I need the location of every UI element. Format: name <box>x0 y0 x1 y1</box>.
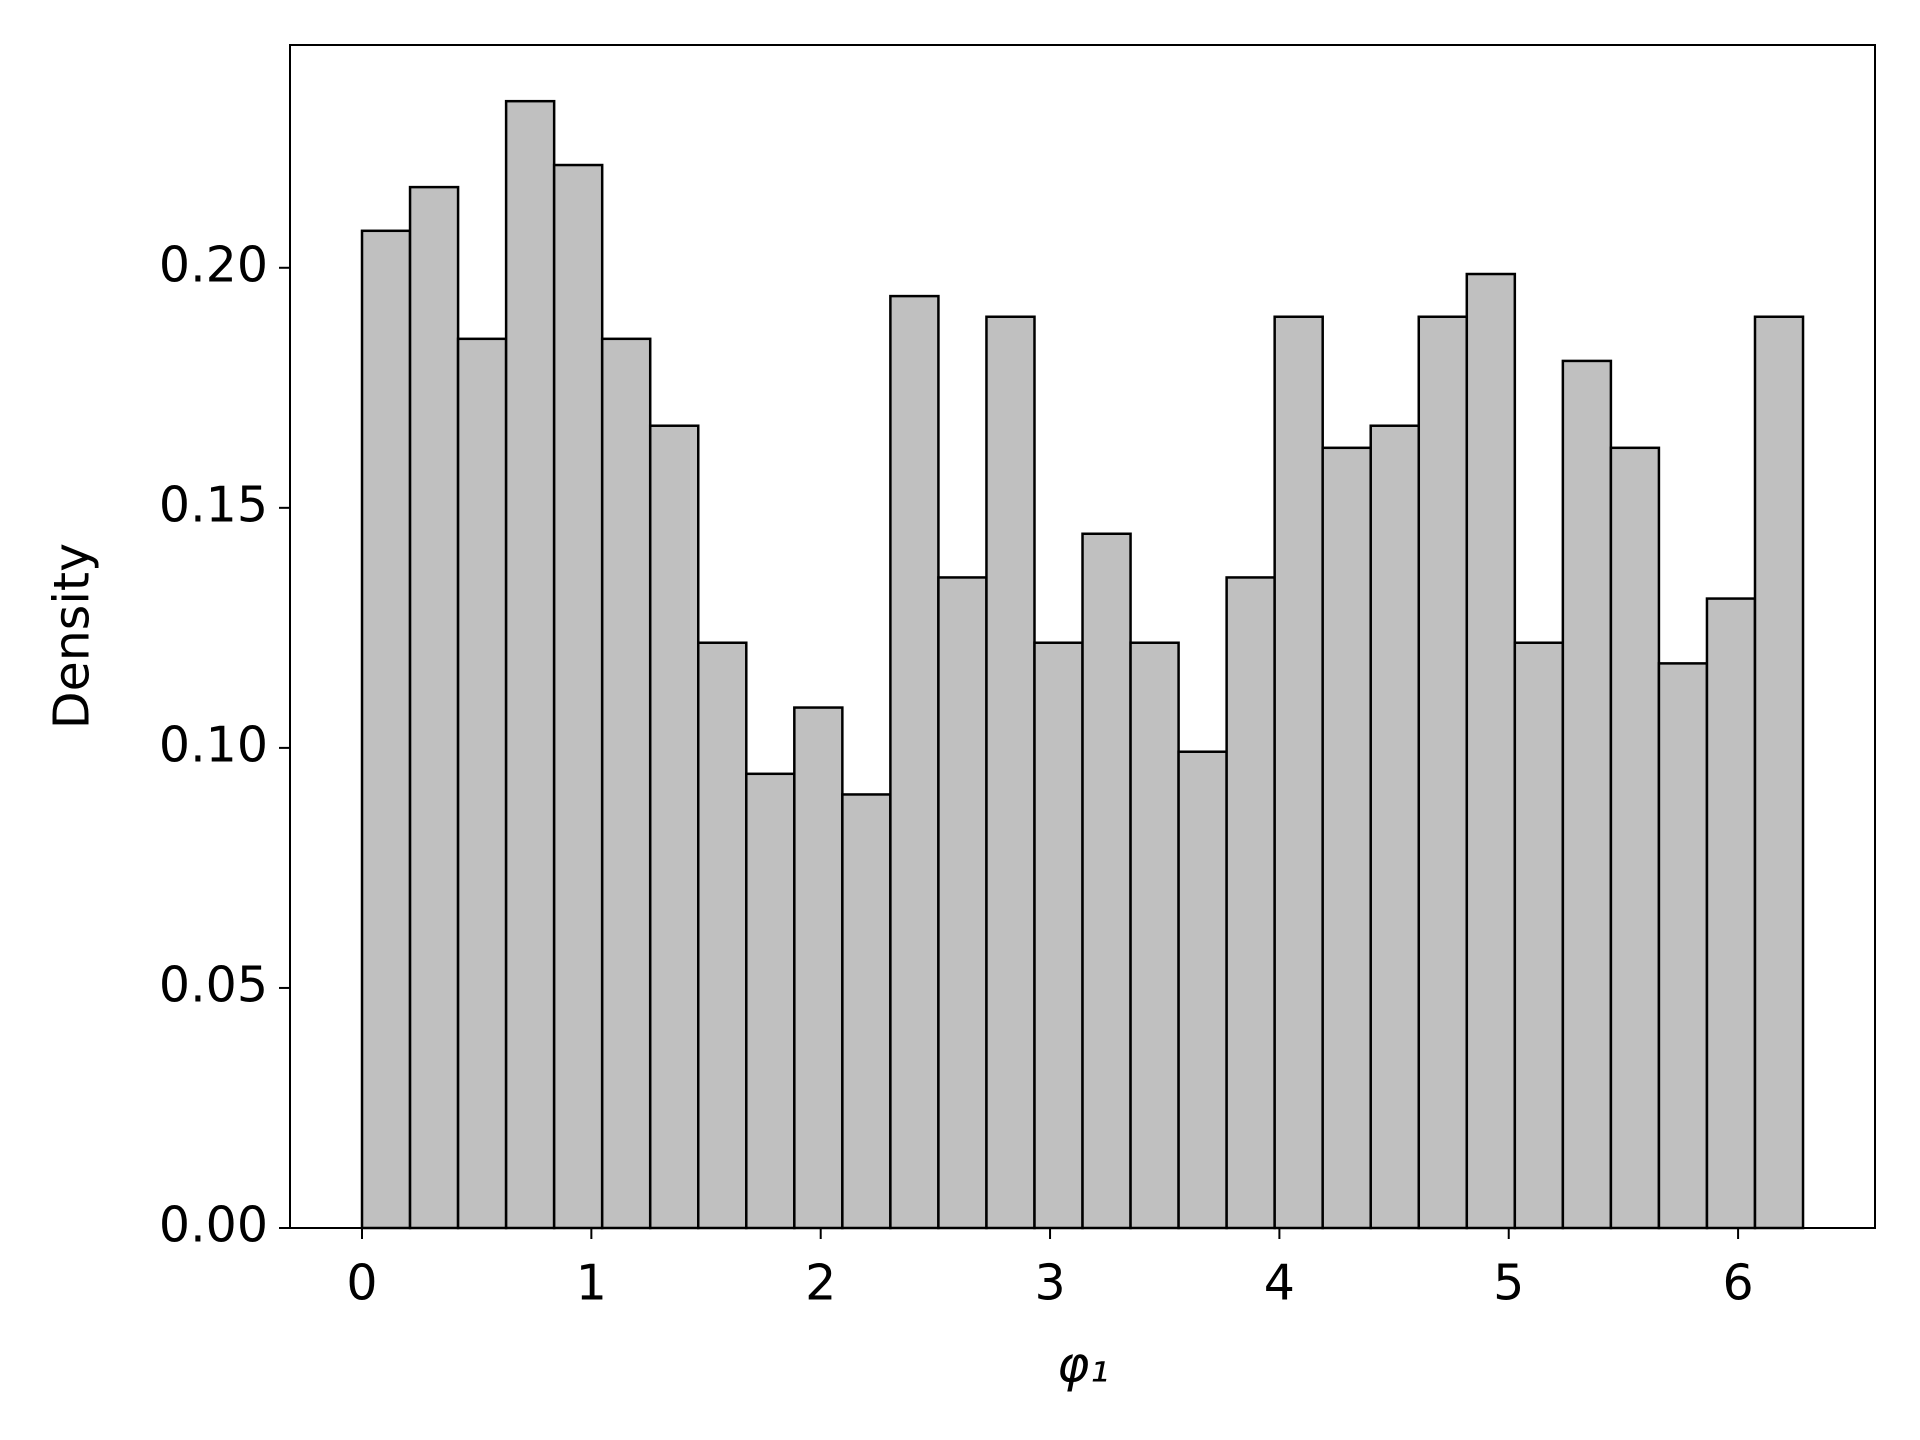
bar <box>1609 446 1661 1230</box>
bar <box>360 229 412 1230</box>
y-tick-label: 0.20 <box>159 236 268 293</box>
bar <box>1513 641 1565 1230</box>
x-tick-label: 3 <box>1034 1255 1065 1312</box>
bar <box>1561 359 1613 1230</box>
x-tick-label: 4 <box>1264 1255 1295 1312</box>
bar <box>1369 424 1421 1230</box>
plot-frame <box>289 44 1876 1229</box>
bar <box>697 641 748 1230</box>
bar <box>408 185 460 1230</box>
y-tick-label: 0.05 <box>159 956 268 1013</box>
bar <box>1657 662 1709 1230</box>
y-tick-label: 0.10 <box>159 716 268 773</box>
bar <box>504 99 556 1230</box>
x-axis-label: φ₁ <box>1057 1337 1109 1394</box>
bar <box>1753 315 1805 1230</box>
x-tick-label: 6 <box>1722 1255 1753 1312</box>
bar <box>1225 576 1276 1230</box>
bar <box>793 706 844 1230</box>
bar <box>1465 272 1517 1230</box>
bar <box>1321 446 1372 1230</box>
bar <box>1081 532 1132 1230</box>
bar <box>745 772 796 1230</box>
bar <box>1417 315 1469 1230</box>
bar <box>600 337 652 1230</box>
bar <box>1033 641 1084 1230</box>
y-tick-label: 0.00 <box>159 1197 268 1254</box>
bar <box>456 337 508 1230</box>
bar <box>889 294 940 1230</box>
bar <box>648 424 700 1230</box>
x-tick-label: 0 <box>346 1255 377 1312</box>
bar <box>1705 597 1757 1230</box>
bar <box>1129 641 1180 1230</box>
bar <box>985 315 1036 1230</box>
y-tick-label: 0.15 <box>159 476 268 533</box>
x-tick-label: 2 <box>805 1255 836 1312</box>
x-tick-label: 5 <box>1493 1255 1524 1312</box>
bar <box>1273 315 1324 1230</box>
bar <box>1177 750 1228 1230</box>
bar <box>841 793 892 1230</box>
bar <box>552 163 604 1230</box>
y-axis-label: Density <box>44 543 101 729</box>
x-tick-label: 1 <box>576 1255 607 1312</box>
bar <box>937 576 988 1230</box>
